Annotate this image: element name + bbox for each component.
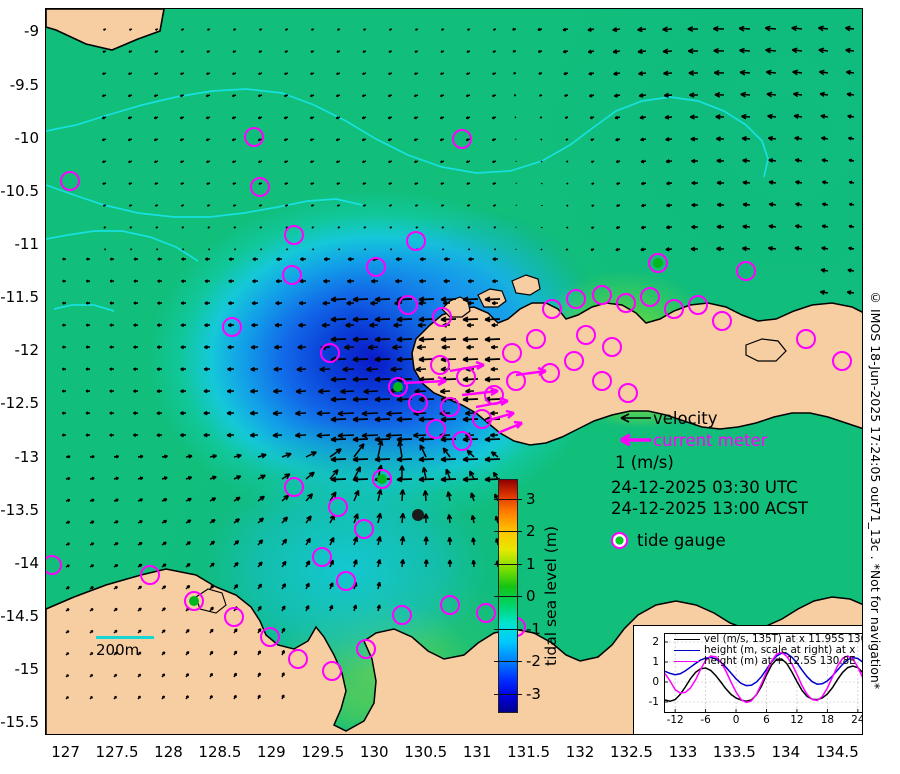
x-tick-label: 130.5 xyxy=(404,743,448,761)
timestamp-local: 24-12-2025 13:00 ACST xyxy=(611,499,809,518)
inset-tick-label: -1 xyxy=(648,696,659,708)
current-meter-legend-label: current meter xyxy=(653,430,768,450)
tide-gauge-markers xyxy=(46,127,852,681)
colorbar-tick-label: 2 xyxy=(526,522,536,540)
inset-chart-svg xyxy=(664,634,862,712)
bathymetry-contours xyxy=(46,88,769,312)
y-tick-label: -14 xyxy=(14,553,40,572)
y-tick-label: -10.5 xyxy=(0,181,39,200)
colorbar-tick-label: 3 xyxy=(526,489,536,508)
x-tick-label: 133.5 xyxy=(712,743,756,761)
velocity-legend-row: velocity xyxy=(611,407,767,429)
colorbar-tick-label: -3 xyxy=(526,684,541,703)
credit-text: © IMOS 18-Jun-2025 17:24:05 out71_13c . … xyxy=(868,290,883,693)
colorbar-tick-label: -2 xyxy=(526,652,541,670)
timestamp-utc: 24-12-2025 03:30 UTC xyxy=(611,478,798,497)
x-tick-label: 127 xyxy=(51,743,80,761)
colorbar-tick-label: -1 xyxy=(526,619,541,638)
x-tick-label: 130 xyxy=(359,743,389,761)
x-tick-label: 134 xyxy=(771,743,801,761)
y-tick-label: -13 xyxy=(14,447,40,466)
scale-bar-line xyxy=(96,636,154,639)
colorbar-tick xyxy=(494,693,522,695)
inset-tick-label: 12 xyxy=(790,714,804,726)
colorbar-tick xyxy=(494,628,522,630)
inset-tick-label: 24 xyxy=(851,714,862,726)
x-tick-label: 132.5 xyxy=(610,743,653,761)
scale-bar: 200m xyxy=(96,636,154,659)
velocity-legend-label: velocity xyxy=(653,408,718,428)
x-tick-label: 131 xyxy=(462,743,492,761)
map-plot-area[interactable]: 3 2 1 0 -1 -2 -3 tidal sea level (m) velocity … xyxy=(45,8,863,735)
inset-legend-swatch xyxy=(674,639,700,640)
y-tick-label: -9.5 xyxy=(9,75,39,94)
current-meter-legend-row: current meter xyxy=(611,429,767,451)
x-tick-label: 131.5 xyxy=(507,743,551,761)
y-tick-label: -12.5 xyxy=(0,394,39,413)
tide-gauge-active-dots xyxy=(189,258,663,606)
credit-label: © IMOS 18-Jun-2025 17:24:05 out71_13c . … xyxy=(868,290,883,690)
y-tick-label: -10 xyxy=(14,128,40,147)
colorbar-tick xyxy=(494,531,522,532)
station-dots xyxy=(412,509,424,521)
inset-tick-label: 2 xyxy=(652,636,659,648)
inset-tick-label: -12 xyxy=(666,714,684,726)
inset-tick-label: 6 xyxy=(763,714,770,726)
x-tick-label: 134.5 xyxy=(815,743,859,761)
y-tick-label: -15.5 xyxy=(0,713,39,732)
x-tick-label: 127.5 xyxy=(95,743,139,761)
colorbar-tick-label: 0 xyxy=(526,587,536,605)
y-tick-label: -11.5 xyxy=(0,288,39,307)
inset-tick-label: 0 xyxy=(652,676,659,688)
colorbar-title: tidal sea level (m) xyxy=(542,479,560,713)
x-tick-label: 128 xyxy=(154,743,183,761)
y-tick-label: -9 xyxy=(24,22,39,41)
colorbar-tick xyxy=(494,563,522,565)
legend-annotations: velocity current meter 1 (m/s) xyxy=(611,407,767,473)
y-tick-label: -15 xyxy=(14,660,40,679)
colorbar-tick-label: 1 xyxy=(526,554,536,573)
tide-gauge-legend-row: tide gauge xyxy=(611,531,726,550)
y-tick-label: -12 xyxy=(14,341,40,360)
colorbar-tick xyxy=(494,661,522,662)
tide-gauge-legend-label: tide gauge xyxy=(637,531,726,550)
inset-legend-swatch xyxy=(674,661,700,662)
y-tick-label: -11 xyxy=(14,234,40,253)
scale-bar-label: 200m xyxy=(96,641,140,659)
x-tick-label: 133 xyxy=(668,743,698,761)
inset-tick-label: -6 xyxy=(700,714,711,726)
x-tick-label: 129 xyxy=(257,743,286,761)
velocity-arrow-icon xyxy=(620,413,651,423)
tide-gauge-icon xyxy=(611,532,628,549)
colorbar-group: 3 2 1 0 -1 -2 -3 tidal sea level (m) xyxy=(494,479,560,713)
inset-legend-label: height (m) at + 12.5S 130.8E xyxy=(704,655,856,667)
colorbar-tick xyxy=(494,498,522,500)
inset-legend-swatch xyxy=(674,650,700,651)
inset-tick-label: 1 xyxy=(652,656,659,668)
y-tick-label: -14.5 xyxy=(0,606,39,625)
inset-tick-label: 18 xyxy=(820,714,835,726)
velocity-scale-label: 1 (m/s) xyxy=(615,452,674,472)
x-tick-label: 132 xyxy=(565,743,595,761)
inset-legend-label: height (m, scale at right) at x xyxy=(704,644,856,656)
inset-legend-label: vel (m/s, 135T) at x 11.95S 130E xyxy=(704,633,863,645)
colorbar-title-text: tidal sea level (m) xyxy=(542,526,560,666)
velocity-vector-field xyxy=(61,25,855,700)
timestamp-block: 24-12-2025 03:30 UTC 24-12-2025 13:00 AC… xyxy=(611,477,808,519)
x-tick-label: 129.5 xyxy=(301,743,345,761)
velocity-scale-row: 1 (m/s) xyxy=(611,451,767,473)
inset-axes-frame xyxy=(664,633,862,713)
inset-tick-label: 0 xyxy=(732,714,740,726)
current-meter-vectors xyxy=(403,360,547,435)
colorbar-tick xyxy=(494,596,522,597)
x-tick-label: 128.5 xyxy=(198,743,242,761)
y-tick-label: -13.5 xyxy=(0,500,39,519)
current-meter-arrow-icon xyxy=(620,433,651,447)
